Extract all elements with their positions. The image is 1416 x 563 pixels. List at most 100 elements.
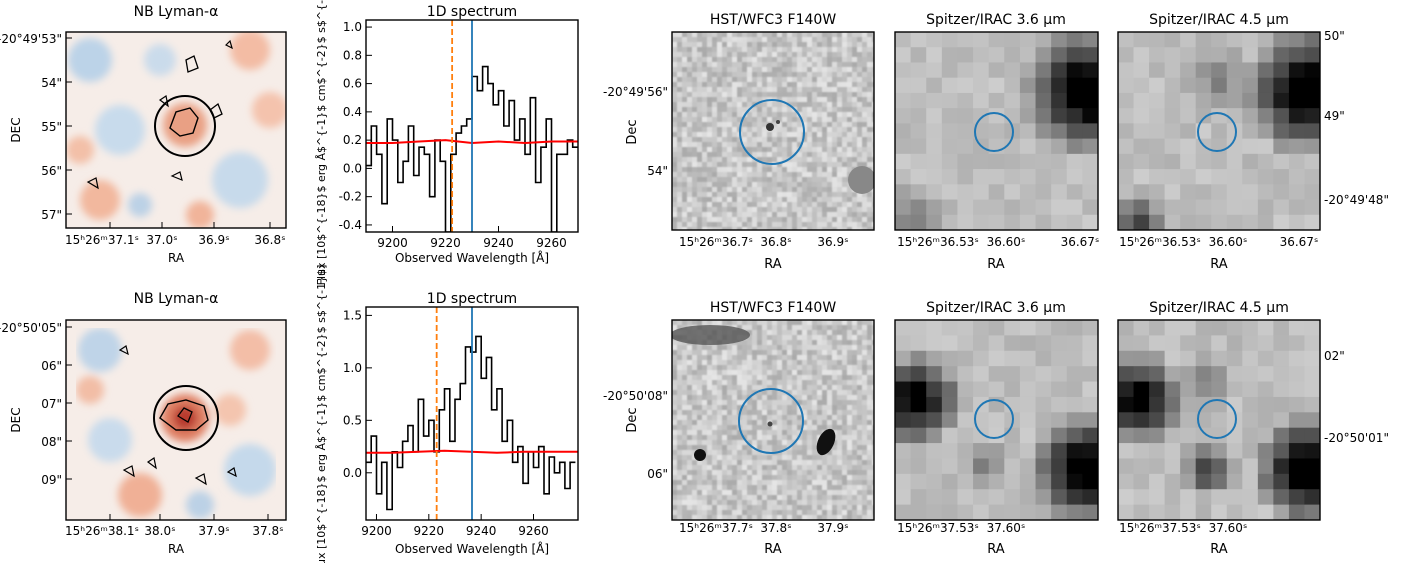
spectrum-title: 1D spectrum [427,291,517,307]
nb-ytick: 06" [41,359,62,373]
nb-xtick: 15ʰ26ᵐ37.1ˢ [65,233,139,247]
y-tick-label: 0.8 [343,48,362,62]
hst-ytick: 54" [647,164,668,178]
y-tick-label: 0.0 [343,161,362,175]
nb-ytick: -20°50'05" [0,321,62,335]
irac36-panel-2: Spitzer/IRAC 3.6 μm 15ʰ26ᵐ37.53ˢ 37.60ˢ … [894,300,1099,557]
hst-xtick: 37.9ˢ [817,521,848,535]
nb-ylabel: DEC [9,407,23,432]
aperture-circle [974,112,1014,152]
aperture-circle [154,95,216,157]
hst-title: HST/WFC3 F140W [710,12,836,28]
hst-ytick: 06" [647,467,668,481]
irac45-right-tick: 50" [1324,29,1345,43]
nb-lya-panel-1: NB Lyman-α [0,4,287,265]
nb-ytick: 57" [41,208,62,222]
hst-panel-1: HST/WFC3 F140W -20°49'56" 54" 15ʰ26ᵐ36.7… [603,12,875,272]
contour [169,107,199,137]
y-tick-label: 1.5 [343,308,362,322]
nb-xtick: 15ʰ26ᵐ38.1ˢ [65,524,139,538]
nb-map-image [66,32,286,228]
x-tick-label: 9200 [377,236,408,250]
contour [159,399,209,431]
nb-xtick: 37.9ˢ [198,524,229,538]
nb-ytick: 09" [41,473,62,487]
y-tick-label: 0.4 [343,105,362,119]
x-tick-label: 9260 [518,524,549,538]
irac-image [1118,32,1320,230]
irac-image [1118,320,1320,520]
hst-image [672,32,874,230]
nb-xtick: 38.0ˢ [144,524,175,538]
x-tick-label: 9220 [414,524,445,538]
irac45-title: Spitzer/IRAC 4.5 μm [1149,12,1289,28]
aperture-circle [153,385,219,451]
aperture-circle [974,399,1014,439]
irac45-right-tick: -20°50'01" [1324,431,1389,445]
hst-title: HST/WFC3 F140W [710,300,836,316]
spectrum-xlabel: Observed Wavelength [Å] [395,541,549,556]
irac45-xlabel: RA [1210,542,1228,557]
irac36-title: Spitzer/IRAC 3.6 μm [926,300,1066,316]
y-tick-label: 1.0 [343,361,362,375]
hst-ytick: -20°50'08" [603,389,668,403]
x-tick-label: 9260 [536,236,567,250]
spectrum-title: 1D spectrum [427,4,517,20]
spectrum-ylabel: Flux [10$^{-18}$ erg Å$^{-1}$ cm$^{-2}$ … [315,0,328,285]
irac36-panel-1: Spitzer/IRAC 3.6 μm 15ʰ26ᵐ36.53ˢ 36.60ˢ … [894,12,1100,272]
spectrum-xlabel: Observed Wavelength [Å] [395,250,549,265]
irac45-xtick: 15ʰ26ᵐ37.53ˢ [1119,521,1201,535]
irac45-right-tick: -20°49'48" [1324,193,1389,207]
nb-ylabel: DEC [9,117,23,142]
irac36-xtick: 37.60ˢ [987,521,1026,535]
x-tick-label: 9240 [466,524,497,538]
irac45-right-tick: 49" [1324,109,1345,123]
nb-xlabel: RA [168,542,185,556]
nb-xlabel: RA [168,251,185,265]
irac45-title: Spitzer/IRAC 4.5 μm [1149,300,1289,316]
irac36-xtick: 15ʰ26ᵐ37.53ˢ [897,521,979,535]
y-tick-label: 0.2 [343,133,362,147]
y-tick-label: 0.5 [343,413,362,427]
hst-xtick: 15ʰ26ᵐ36.7ˢ [679,235,753,249]
y-tick-label: 0.0 [343,466,362,480]
nb-ytick: 07" [41,397,62,411]
hst-xtick: 15ʰ26ᵐ37.7ˢ [679,521,753,535]
irac45-xtick: 36.60ˢ [1209,235,1248,249]
noise-line [366,449,578,454]
nb-ticks [66,326,269,520]
hst-xtick: 37.8ˢ [760,521,791,535]
nb-ticks [66,37,271,228]
nb-ytick: 55" [41,120,62,134]
irac-image [895,320,1098,520]
nb-lya-panel-2: NB Lyman-α [0,291,287,556]
aperture-circle [1197,112,1237,152]
irac36-xlabel: RA [987,257,1005,272]
hst-panel-2: HST/WFC3 F140W -20°50'08" 06" 15ʰ26ᵐ37.7… [603,300,875,557]
nb-ytick: 54" [41,76,62,90]
nb-xtick: 36.8ˢ [254,233,285,247]
nb-xtick: 37.8ˢ [252,524,283,538]
hst-xlabel: RA [764,542,782,557]
irac45-panel-2: Spitzer/IRAC 4.5 μm 15ʰ26ᵐ37.53ˢ 37.60ˢ … [1117,300,1389,557]
nb-panel-title: NB Lyman-α [134,291,219,307]
y-tick-label: -0.2 [339,190,362,204]
irac36-xtick: 36.67ˢ [1061,235,1100,249]
spectrum-panel-1: 1D spectrum Observed Wavelength [Å] Flux… [315,0,579,285]
nb-map-image [76,328,276,519]
nb-ytick: 08" [41,435,62,449]
aperture-circle [739,99,805,165]
irac36-xtick: 36.60ˢ [987,235,1026,249]
irac36-xlabel: RA [987,542,1005,557]
hst-ylabel: Dec [625,407,640,432]
hst-ylabel: Dec [625,119,640,144]
irac45-panel-1: Spitzer/IRAC 4.5 μm 15ʰ26ᵐ36.53ˢ 36.60ˢ … [1117,12,1389,272]
y-tick-label: -0.4 [339,218,362,232]
nb-ytick: -20°49'53" [0,32,62,46]
spectrum-panel-2: 1D spectrum Observed Wavelength [Å] Flux… [315,265,579,563]
y-tick-label: 1.0 [343,20,362,34]
irac45-xtick: 37.60ˢ [1209,521,1248,535]
hst-xtick: 36.8ˢ [760,235,791,249]
spectrum-ylabel: Flux [10$^{-18}$ erg Å$^{-1}$ cm$^{-2}$ … [315,265,328,563]
